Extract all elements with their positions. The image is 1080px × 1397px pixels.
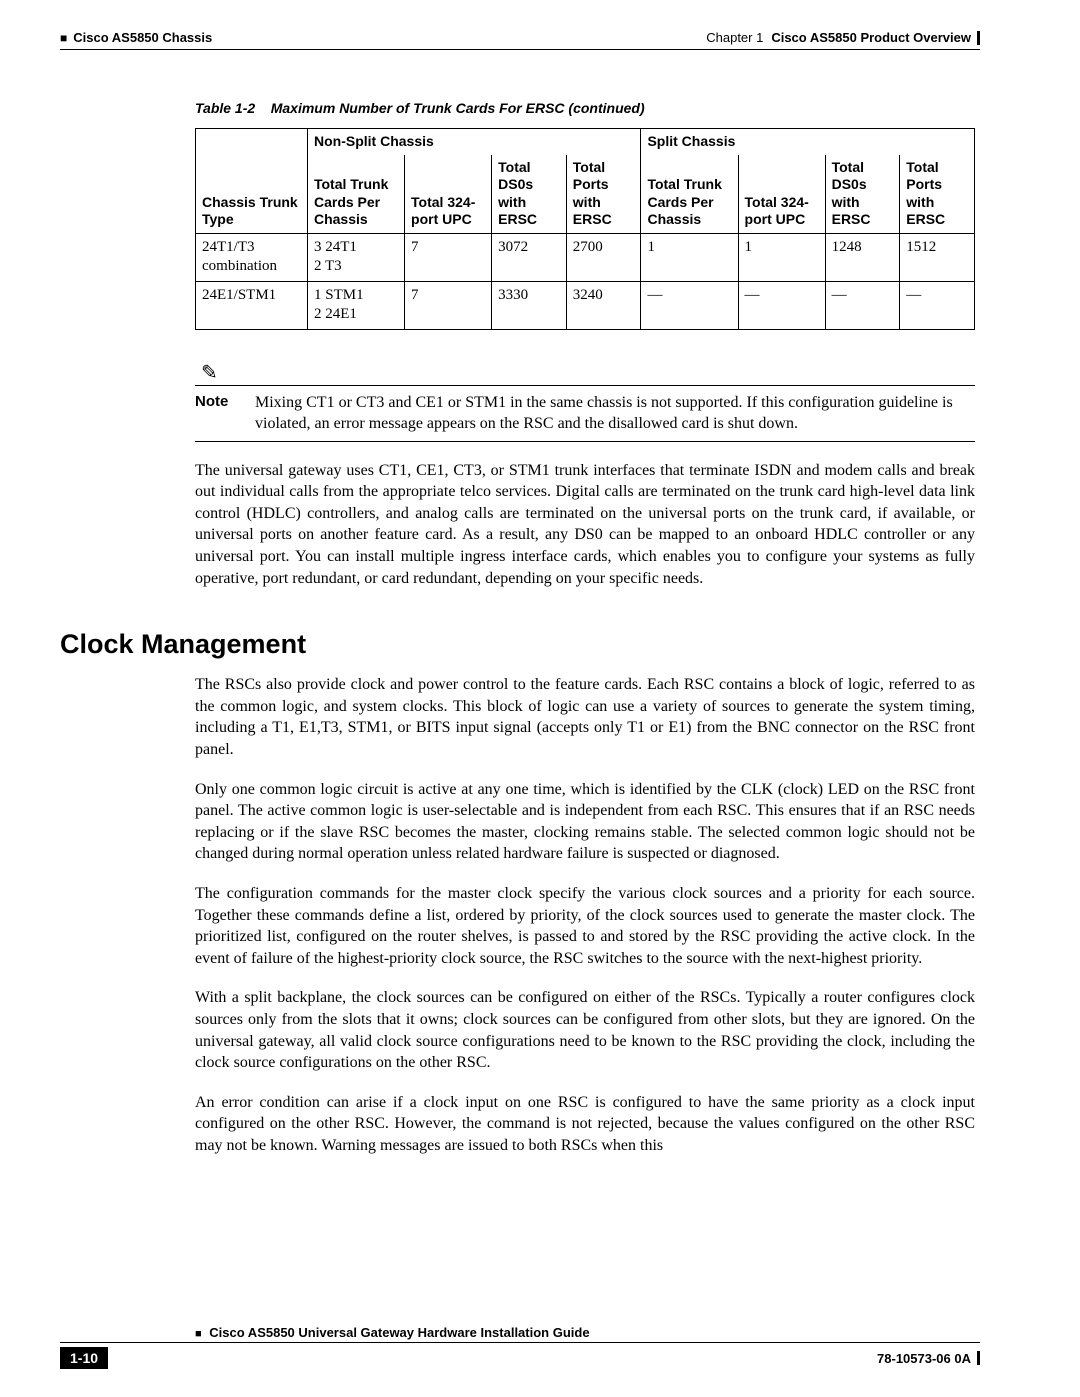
col-c7: Total DS0s with ERSC (825, 155, 900, 234)
col-c3: Total DS0s with ERSC (492, 155, 567, 234)
body-paragraph: Only one common logic circuit is active … (195, 779, 975, 865)
cell: 24E1/STM1 (196, 281, 308, 329)
cell: — (641, 281, 738, 329)
cell: — (825, 281, 900, 329)
col-c1: Total Trunk Cards Per Chassis (307, 155, 404, 234)
cell: 3072 (492, 233, 567, 281)
table-row: 24E1/STM1 1 STM1 2 24E1 7 3330 3240 — — … (196, 281, 975, 329)
cell: 1 STM1 2 24E1 (307, 281, 404, 329)
page-number: 1-10 (60, 1347, 108, 1369)
cell: 7 (405, 281, 492, 329)
body-paragraph: The configuration commands for the maste… (195, 883, 975, 969)
note-block: ✎ Note Mixing CT1 or CT3 and CE1 or STM1… (195, 360, 975, 442)
cell: 3330 (492, 281, 567, 329)
header-rule (60, 49, 980, 50)
col-c6: Total 324-port UPC (738, 155, 825, 234)
cell: 2700 (566, 233, 641, 281)
footer-title-text: Cisco AS5850 Universal Gateway Hardware … (209, 1325, 589, 1340)
page-header: Cisco AS5850 Chassis Chapter 1 Cisco AS5… (60, 30, 980, 45)
square-icon: ■ (195, 1328, 202, 1340)
footer-doc-title: ■ Cisco AS5850 Universal Gateway Hardwar… (60, 1325, 980, 1343)
table-caption: Table 1-2 Maximum Number of Trunk Cards … (195, 100, 980, 116)
header-section-title: Cisco AS5850 Chassis (60, 30, 212, 45)
chapter-title: Cisco AS5850 Product Overview (771, 30, 971, 45)
col-chassis-trunk-type: Chassis Trunk Type (196, 129, 308, 234)
cell: — (900, 281, 975, 329)
cell: 1512 (900, 233, 975, 281)
cell: — (738, 281, 825, 329)
header-chapter: Chapter 1 Cisco AS5850 Product Overview (706, 30, 980, 45)
col-c4: Total Ports with ERSC (566, 155, 641, 234)
table-caption-title: Maximum Number of Trunk Cards For ERSC (… (271, 100, 645, 116)
note-label: Note (195, 392, 255, 435)
chapter-label: Chapter 1 (706, 30, 763, 45)
col-c2: Total 324-port UPC (405, 155, 492, 234)
cell: 1 (738, 233, 825, 281)
body-paragraph: An error condition can arise if a clock … (195, 1092, 975, 1157)
pencil-icon: ✎ (201, 360, 975, 385)
cell: 3 24T1 2 T3 (307, 233, 404, 281)
body-paragraph: With a split backplane, the clock source… (195, 987, 975, 1073)
body-paragraph: The RSCs also provide clock and power co… (195, 674, 975, 760)
document-number: 78-10573-06 0A (877, 1351, 980, 1366)
table-caption-label: Table 1-2 (195, 100, 255, 116)
body-paragraph: The universal gateway uses CT1, CE1, CT3… (195, 460, 975, 590)
col-c8: Total Ports with ERSC (900, 155, 975, 234)
cell: 7 (405, 233, 492, 281)
col-c5: Total Trunk Cards Per Chassis (641, 155, 738, 234)
cell: 3240 (566, 281, 641, 329)
note-text: Mixing CT1 or CT3 and CE1 or STM1 in the… (255, 392, 975, 435)
cell: 1248 (825, 233, 900, 281)
section-heading: Clock Management (60, 629, 980, 660)
trunk-cards-table: Chassis Trunk Type Non-Split Chassis Spl… (195, 128, 975, 330)
cell: 24T1/T3 combination (196, 233, 308, 281)
cell: 1 (641, 233, 738, 281)
group-split: Split Chassis (641, 129, 975, 155)
group-nonsplit: Non-Split Chassis (307, 129, 640, 155)
table-row: 24T1/T3 combination 3 24T1 2 T3 7 3072 2… (196, 233, 975, 281)
page-footer: ■ Cisco AS5850 Universal Gateway Hardwar… (60, 1325, 980, 1369)
